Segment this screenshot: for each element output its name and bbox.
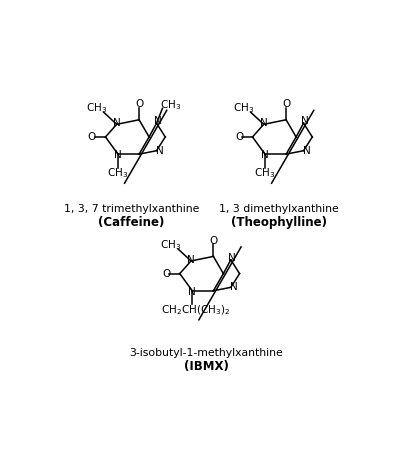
Text: CH$_3$: CH$_3$ [107, 166, 129, 180]
Text: N: N [113, 118, 121, 128]
Text: CH$_3$: CH$_3$ [254, 166, 275, 180]
Text: 1, 3 dimethylxanthine: 1, 3 dimethylxanthine [219, 204, 339, 214]
Text: 1, 3, 7 trimethylxanthine: 1, 3, 7 trimethylxanthine [64, 204, 200, 214]
Text: CH$_3$: CH$_3$ [233, 101, 254, 115]
Text: (Caffeine): (Caffeine) [98, 216, 165, 229]
Text: N: N [187, 255, 195, 265]
Text: N: N [188, 287, 196, 297]
Text: N: N [114, 150, 122, 161]
Text: N: N [155, 146, 163, 156]
Text: O: O [135, 99, 143, 109]
Text: N: N [230, 283, 237, 292]
Text: O: O [235, 132, 243, 142]
Text: (IBMX): (IBMX) [184, 360, 228, 373]
Text: N: N [261, 150, 269, 161]
Text: CH$_2$CH(CH$_3$)$_2$: CH$_2$CH(CH$_3$)$_2$ [161, 304, 231, 317]
Text: 3-isobutyl-1-methylxanthine: 3-isobutyl-1-methylxanthine [129, 348, 283, 358]
Text: N: N [260, 118, 268, 128]
Text: CH$_3$: CH$_3$ [160, 238, 182, 252]
Text: O: O [209, 236, 217, 246]
Text: N: N [154, 116, 162, 126]
Text: N: N [301, 116, 308, 126]
Text: (Theophylline): (Theophylline) [231, 216, 327, 229]
Text: CH$_3$: CH$_3$ [86, 101, 107, 115]
Text: O: O [88, 132, 96, 142]
Text: N: N [228, 253, 236, 262]
Text: O: O [282, 99, 290, 109]
Text: CH$_3$: CH$_3$ [160, 98, 182, 112]
Text: N: N [303, 146, 310, 156]
Text: O: O [162, 269, 171, 279]
